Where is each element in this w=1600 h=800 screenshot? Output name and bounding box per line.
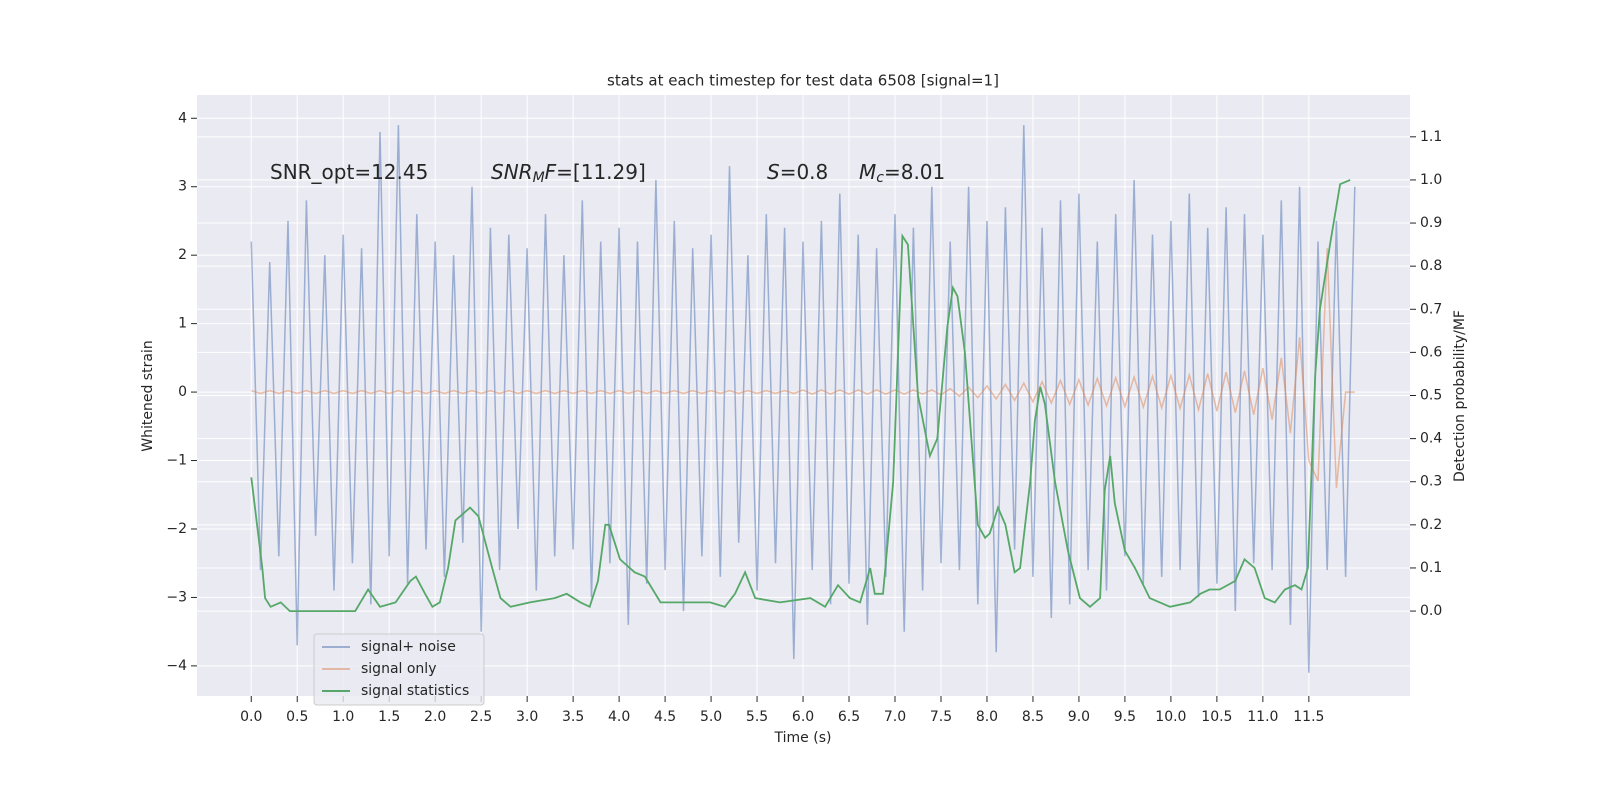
legend-label: signal statistics bbox=[361, 683, 469, 699]
annotation-part: SNR_opt=12.45 bbox=[270, 160, 428, 184]
x-tick-label: 7.0 bbox=[884, 709, 906, 725]
legend-box bbox=[313, 633, 485, 706]
y-tick-label: −1 bbox=[166, 453, 187, 469]
x-tick-label: 10.0 bbox=[1155, 709, 1186, 725]
x-tick-label: 5.5 bbox=[746, 709, 768, 725]
y2-tick-label: 0.2 bbox=[1420, 517, 1442, 533]
x-axis-label: Time (s) bbox=[774, 730, 832, 746]
x-tick-label: 0.0 bbox=[240, 709, 262, 725]
y2-tick-label: 0.4 bbox=[1420, 431, 1442, 447]
x-tick-label: 6.0 bbox=[792, 709, 814, 725]
x-tick-label: 6.5 bbox=[838, 709, 860, 725]
y-tick-label: −4 bbox=[166, 658, 187, 674]
x-tick-label: 11.0 bbox=[1247, 709, 1278, 725]
annotation: SNRMF=[11.29] bbox=[491, 160, 646, 187]
marks bbox=[250, 125, 1356, 673]
y2-tick-label: 0.1 bbox=[1420, 560, 1442, 576]
y2-tick-label: 0.0 bbox=[1420, 603, 1442, 619]
x-tick-label: 2.5 bbox=[470, 709, 492, 725]
y2-tick-label: 1.0 bbox=[1420, 172, 1442, 188]
legend-label: signal+ noise bbox=[361, 639, 456, 655]
x-tick-label: 0.5 bbox=[286, 709, 308, 725]
x-tick-label: 3.5 bbox=[562, 709, 584, 725]
x-tick-label: 1.0 bbox=[332, 709, 354, 725]
legend-label: signal only bbox=[361, 661, 436, 677]
x-tick-label: 11.5 bbox=[1293, 709, 1324, 725]
annotation-part: =8.01 bbox=[884, 160, 945, 184]
y2-tick-label: 1.1 bbox=[1420, 129, 1442, 145]
y-axis-label: Whitened strain bbox=[140, 340, 156, 451]
x-tick-label: 1.5 bbox=[378, 709, 400, 725]
annotation-part: c bbox=[876, 170, 884, 186]
x-tick-label: 8.5 bbox=[1022, 709, 1044, 725]
x-tick-label: 4.5 bbox=[654, 709, 676, 725]
y-tick-label: 0 bbox=[178, 384, 187, 400]
y-tick-label: 3 bbox=[178, 179, 187, 195]
annotation: SNR_opt=12.45 bbox=[270, 160, 428, 184]
y-tick-label: −3 bbox=[166, 589, 187, 605]
annotation-part: =0.8 bbox=[780, 160, 829, 184]
axes: 0.0 0.5 1.0 1.5 2.0 2.5 3.0 3.5 4.0 4.5 5.0 5.5 6.0 6… bbox=[166, 110, 1442, 725]
y2-tick-label: 0.8 bbox=[1420, 258, 1442, 274]
annotation-part: SNR bbox=[491, 160, 533, 184]
x-tick-label: 3.0 bbox=[516, 709, 538, 725]
annotation-part: F bbox=[545, 160, 557, 184]
annotation-part: M bbox=[859, 160, 876, 184]
y2-tick-label: 0.9 bbox=[1420, 215, 1442, 231]
x-tick-label: 7.5 bbox=[930, 709, 952, 725]
annotation-part: M bbox=[533, 170, 545, 186]
series-line bbox=[250, 125, 1356, 673]
x-tick-label: 8.0 bbox=[976, 709, 998, 725]
y-tick-label: −2 bbox=[166, 521, 187, 537]
annotation: S=0.8 bbox=[767, 160, 828, 184]
y2-tick-label: 0.5 bbox=[1420, 388, 1442, 404]
grid bbox=[197, 95, 1410, 696]
series-line bbox=[250, 179, 1351, 612]
y-tick-label: 1 bbox=[178, 316, 187, 332]
y2-tick-label: 0.7 bbox=[1420, 301, 1442, 317]
annotation-part: S bbox=[767, 160, 780, 184]
x-tick-label: 4.0 bbox=[608, 709, 630, 725]
chart-title: stats at each timestep for test data 650… bbox=[607, 72, 999, 90]
x-tick-label: 2.0 bbox=[424, 709, 446, 725]
annotation-part: =[11.29] bbox=[556, 160, 646, 184]
y2-tick-label: 0.6 bbox=[1420, 344, 1442, 360]
y-tick-label: 2 bbox=[178, 247, 187, 263]
x-tick-label: 5.0 bbox=[700, 709, 722, 725]
x-tick-label: 10.5 bbox=[1201, 709, 1232, 725]
x-tick-label: 9.5 bbox=[1114, 709, 1136, 725]
annotation: Mc=8.01 bbox=[859, 160, 945, 187]
series-line bbox=[251, 248, 1355, 488]
x-tick-label: 9.0 bbox=[1068, 709, 1090, 725]
y2-axis-label: Detection probability/MF bbox=[1452, 310, 1468, 482]
y-tick-label: 4 bbox=[178, 110, 187, 126]
y2-tick-label: 0.3 bbox=[1420, 474, 1442, 490]
